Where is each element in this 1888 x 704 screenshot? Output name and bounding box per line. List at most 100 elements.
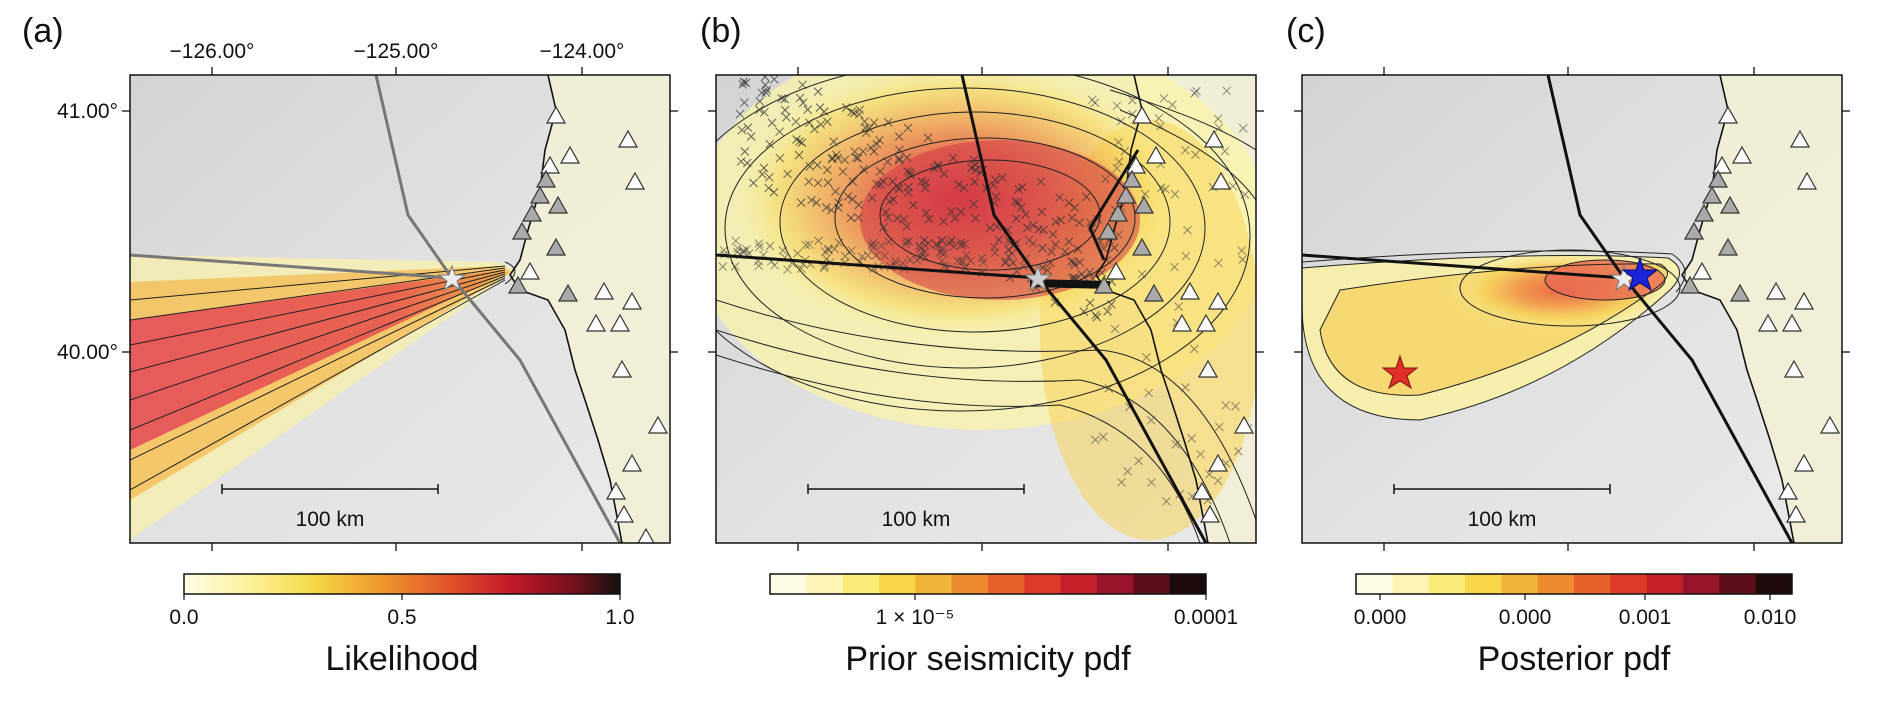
colorbar-step bbox=[770, 574, 807, 594]
cross-icon bbox=[760, 107, 769, 117]
colorbar-tick: 0.5 bbox=[387, 606, 416, 629]
cross-icon bbox=[903, 123, 913, 133]
cross-icon bbox=[1056, 215, 1066, 225]
cross-icon bbox=[823, 165, 832, 175]
cross-icon bbox=[823, 244, 833, 254]
cross-icon bbox=[819, 107, 829, 116]
colorbar-step bbox=[1683, 574, 1720, 594]
cross-icon bbox=[876, 180, 885, 189]
scale-bar-label: 100 km bbox=[882, 508, 951, 531]
cross-icon bbox=[848, 177, 858, 186]
cross-icon bbox=[1116, 116, 1126, 126]
cross-icon bbox=[777, 94, 786, 103]
fault-lines bbox=[716, 75, 1208, 543]
cross-icon bbox=[858, 147, 868, 156]
cross-icon bbox=[742, 245, 752, 254]
cross-icon bbox=[1221, 401, 1231, 410]
cross-icon bbox=[764, 183, 774, 193]
cross-icon bbox=[735, 109, 745, 119]
cross-icon bbox=[1023, 223, 1032, 232]
cross-icon bbox=[994, 235, 1004, 245]
colorbar-title: Posterior pdf bbox=[1478, 640, 1671, 678]
map-frame bbox=[129, 74, 671, 544]
cross-icon bbox=[1167, 100, 1177, 110]
cross-icon bbox=[762, 85, 772, 95]
cross-icon bbox=[767, 118, 777, 128]
cross-icon bbox=[1196, 449, 1205, 459]
cross-icon bbox=[1091, 435, 1100, 445]
cross-icon bbox=[1238, 123, 1248, 133]
cross-icon bbox=[778, 246, 788, 255]
cross-icon bbox=[1104, 384, 1114, 393]
cross-icon bbox=[957, 240, 966, 250]
cross-icon bbox=[1064, 198, 1074, 208]
cross-icon bbox=[1214, 258, 1223, 268]
cross-icon bbox=[894, 132, 904, 142]
cross-icon bbox=[985, 223, 995, 233]
lon-tick-label: −125.00° bbox=[354, 40, 439, 63]
scale-bar: 100 km bbox=[1393, 484, 1611, 531]
cross-icon bbox=[859, 165, 868, 174]
cross-icon bbox=[739, 246, 748, 255]
cross-icon bbox=[937, 236, 947, 245]
colorbar-title: Likelihood bbox=[325, 640, 478, 678]
cross-icon bbox=[746, 132, 756, 141]
cross-icon bbox=[989, 180, 999, 190]
cross-icon bbox=[1159, 93, 1169, 103]
cross-icon bbox=[795, 93, 805, 103]
cross-icon bbox=[846, 213, 856, 223]
cross-icon bbox=[937, 236, 946, 245]
cross-icon bbox=[814, 236, 823, 246]
cross-icon bbox=[755, 105, 764, 115]
colorbar-b: 1 × 10⁻⁵ 0.0001 Prior seismicity pdf bbox=[769, 573, 1238, 678]
cross-icon bbox=[757, 169, 767, 179]
cross-icon bbox=[850, 147, 859, 156]
cross-icon bbox=[924, 214, 934, 224]
cross-icon bbox=[990, 248, 1000, 258]
cross-icon bbox=[775, 127, 784, 137]
colorbar bbox=[1356, 574, 1793, 594]
panel-label: (a) bbox=[22, 12, 64, 50]
cross-icon bbox=[948, 153, 958, 163]
panel-c: (c) bbox=[1286, 12, 1850, 678]
cross-icon bbox=[924, 238, 933, 248]
cross-icon bbox=[906, 170, 916, 180]
cross-icon bbox=[867, 193, 877, 203]
cross-icon bbox=[1127, 95, 1137, 105]
cross-icon bbox=[1085, 298, 1095, 308]
cross-icon bbox=[1189, 344, 1199, 354]
cross-icon bbox=[838, 167, 848, 176]
colorbar-a: 0.0 0.5 1.0 Likelihood bbox=[169, 573, 635, 678]
cross-icon bbox=[861, 128, 871, 138]
cross-icon bbox=[1213, 476, 1223, 486]
map-b: 100 km bbox=[716, 75, 1256, 543]
cross-icon bbox=[954, 180, 963, 190]
cross-icon bbox=[746, 75, 755, 76]
colorbar-c: 0.000 0.000 0.001 0.010 Posterior pdf bbox=[1354, 573, 1797, 678]
cross-icon bbox=[792, 135, 801, 144]
cross-icon bbox=[1064, 237, 1074, 247]
colorbar-tick: 0.000 bbox=[1499, 606, 1552, 629]
cross-icon bbox=[875, 135, 884, 145]
cross-icon bbox=[884, 237, 894, 246]
cross-icon bbox=[742, 158, 752, 168]
likelihood-fan-core bbox=[130, 270, 508, 450]
cross-icon bbox=[923, 133, 933, 143]
cross-icon bbox=[798, 80, 807, 90]
cross-icon bbox=[937, 256, 947, 266]
cross-icon bbox=[1144, 388, 1154, 398]
cross-icon bbox=[796, 198, 806, 208]
cross-icon bbox=[739, 77, 748, 87]
cross-icon bbox=[755, 242, 764, 252]
colorbar-tick: 0.010 bbox=[1744, 606, 1797, 629]
lat-tick-label: 40.00° bbox=[57, 341, 118, 364]
cross-icon bbox=[854, 200, 864, 210]
cross-icon bbox=[1162, 496, 1171, 506]
cross-icon bbox=[780, 105, 790, 115]
cross-icon bbox=[1045, 258, 1055, 268]
cross-icon bbox=[805, 240, 814, 250]
cross-icon bbox=[1174, 302, 1184, 311]
cross-icon bbox=[810, 124, 819, 134]
cross-icon bbox=[1154, 113, 1164, 123]
cross-icon bbox=[1014, 184, 1023, 194]
